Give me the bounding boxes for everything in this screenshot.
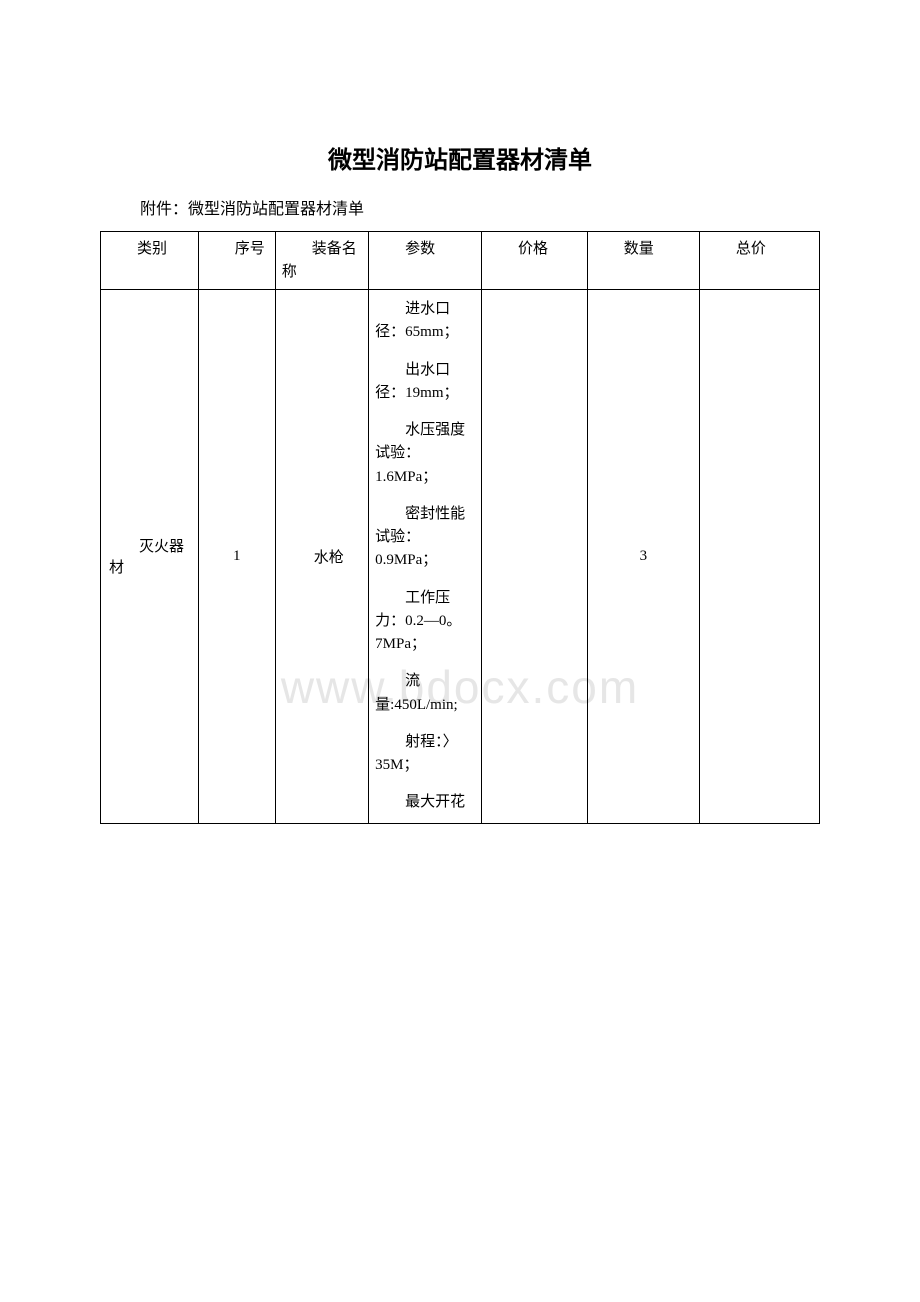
cell-total [699,290,819,824]
document-page: 微型消防站配置器材清单 附件：微型消防站配置器材清单 类别 序号 装备名称 参数… [0,0,920,824]
param-line: 射程：〉35M； [375,731,475,778]
col-header-name: 装备名称 [275,232,368,290]
param-line: 工作压力：0.2—0。7MPa； [375,587,475,657]
col-header-category: 类别 [101,232,199,290]
param-line: 水压强度试验：1.6MPa； [375,419,475,489]
attachment-label: 附件：微型消防站配置器材清单 [140,195,820,219]
col-header-qty: 数量 [587,232,699,290]
table-row: 灭火器材 1 水枪 进水口径：65mm； 出水口径：19mm； 水压强度试验：1… [101,290,820,824]
cell-params: 进水口径：65mm； 出水口径：19mm； 水压强度试验：1.6MPa； 密封性… [369,290,482,824]
cell-qty: 3 [587,290,699,824]
page-title: 微型消防站配置器材清单 [100,140,820,175]
cell-name: 水枪 [275,290,368,824]
col-header-price: 价格 [482,232,588,290]
param-line: 流量:450L/min; [375,670,475,717]
col-header-seq: 序号 [198,232,275,290]
param-line: 出水口径：19mm； [375,359,475,406]
cell-category: 灭火器材 [101,290,199,824]
cell-price [482,290,588,824]
col-header-total: 总价 [699,232,819,290]
equipment-table: 类别 序号 装备名称 参数 价格 数量 总价 灭火器材 1 水枪 进水口径：65… [100,231,820,824]
cell-seq: 1 [198,290,275,824]
param-line: 进水口径：65mm； [375,298,475,345]
param-line: 密封性能试验：0.9MPa； [375,503,475,573]
param-line: 最大开花 [375,791,475,814]
col-header-params: 参数 [369,232,482,290]
table-header-row: 类别 序号 装备名称 参数 价格 数量 总价 [101,232,820,290]
